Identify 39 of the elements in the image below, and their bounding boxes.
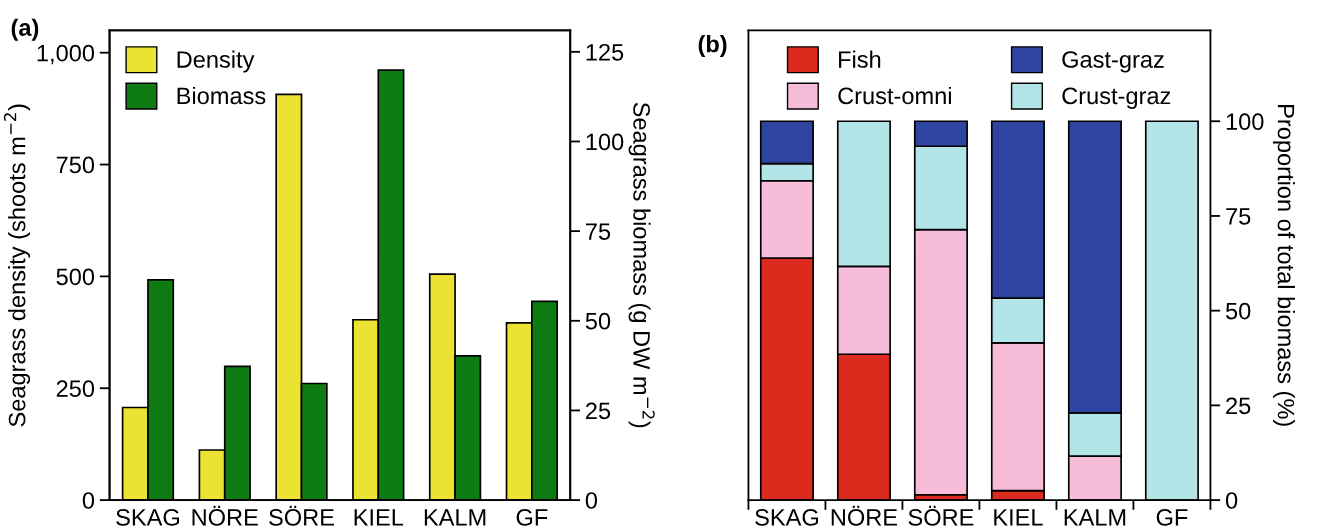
chart-title: (b) bbox=[698, 35, 727, 58]
x-tick-label: KIEL bbox=[354, 509, 404, 526]
x-tick-label: SÖRE bbox=[269, 505, 334, 526]
x-tick-label: KALM bbox=[424, 509, 486, 526]
y-tick-label: 250 bbox=[56, 380, 95, 398]
x-tick-label: KIEL bbox=[994, 509, 1043, 526]
y-tick-label: 0 bbox=[1225, 492, 1238, 509]
legend-label: Crust-graz bbox=[1062, 87, 1171, 109]
y-tick-label: 25 bbox=[1226, 397, 1251, 415]
y2-axis-title: Seagrass biomass (g DW m$^{−2}$) bbox=[628, 102, 655, 428]
x-tick-label: SKAG bbox=[755, 509, 818, 526]
y-tick-label: 50 bbox=[1225, 302, 1251, 320]
y2-tick-label: 100 bbox=[586, 133, 624, 151]
x-tick-label: GF bbox=[1156, 509, 1188, 526]
x-tick-label: SÖRE bbox=[908, 505, 974, 526]
legend-label: Gast-graz bbox=[1062, 51, 1164, 73]
y-tick-label: 1,000 bbox=[37, 44, 95, 65]
x-tick-label: SKAG bbox=[116, 509, 179, 526]
chart-title: (a) bbox=[11, 18, 39, 41]
y-axis-title: Proportion of total biomass (%) bbox=[1272, 105, 1295, 426]
y2-tick-label: 50 bbox=[585, 312, 611, 330]
y-tick-label: 100 bbox=[1226, 113, 1264, 131]
y2-tick-label: 0 bbox=[585, 492, 598, 509]
legend-label: Crust-omni bbox=[838, 86, 951, 105]
legend-label: Density bbox=[177, 50, 255, 73]
y2-tick-label: 125 bbox=[586, 43, 624, 61]
x-tick-label: NÖRE bbox=[192, 505, 258, 526]
y-axis-title: Seagrass density (shoots m$^{−2}$) bbox=[3, 104, 31, 427]
y-tick-label: 0 bbox=[82, 492, 95, 509]
legend-label: Biomass bbox=[177, 86, 266, 105]
y-tick-label: 500 bbox=[56, 268, 95, 286]
x-tick-label: NÖRE bbox=[831, 505, 898, 526]
y2-tick-label: 25 bbox=[586, 402, 611, 420]
y-tick-label: 750 bbox=[56, 156, 95, 174]
x-tick-label: KALM bbox=[1064, 509, 1126, 526]
x-tick-label: GF bbox=[516, 509, 548, 526]
legend-label: Fish bbox=[839, 50, 881, 68]
y2-tick-label: 75 bbox=[586, 223, 611, 240]
y-tick-label: 75 bbox=[1226, 208, 1251, 225]
